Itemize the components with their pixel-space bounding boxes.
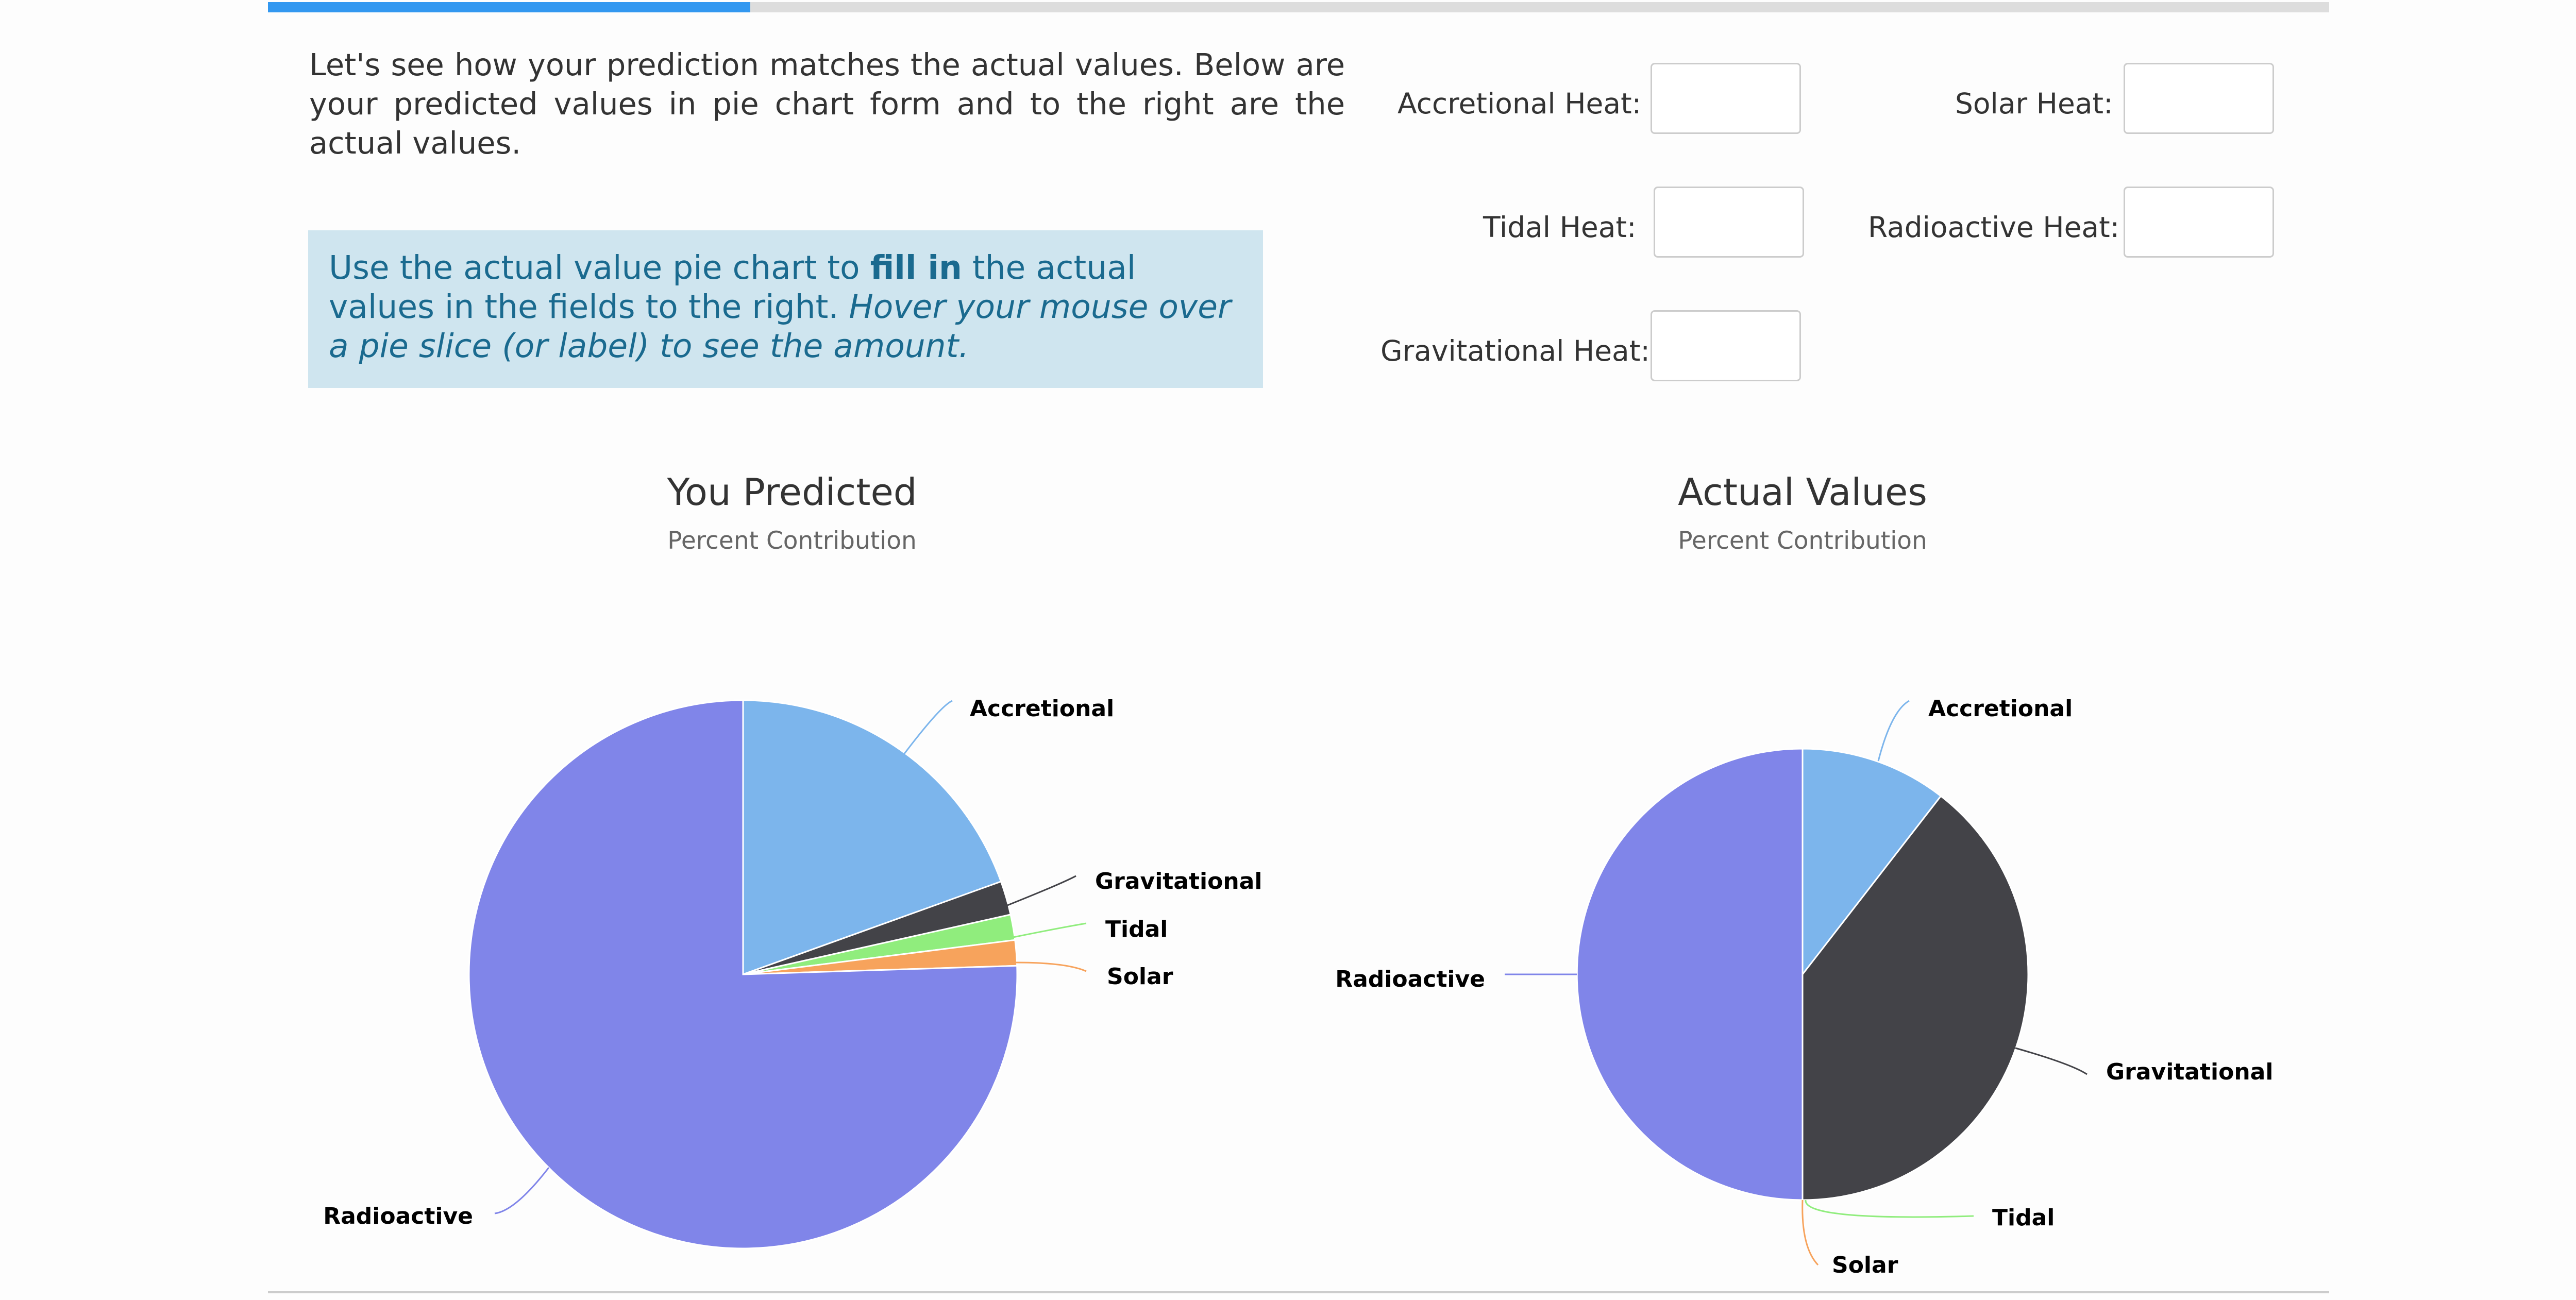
hint-text-bold: fill in <box>870 249 962 286</box>
intro-text: Let's see how your prediction matches th… <box>309 47 1345 161</box>
tidal-heat-label: Tidal Heat: <box>1483 211 1637 244</box>
actual-label-radioactive[interactable]: Radioactive <box>1335 966 1485 992</box>
actual-slice-accretional[interactable] <box>1801 748 1942 977</box>
predicted-connector-solar <box>1016 961 1087 972</box>
predicted-label-solar[interactable]: Solar <box>1107 964 1173 990</box>
predicted-label-tidal[interactable]: Tidal <box>1105 916 1168 942</box>
predicted-label-gravitational[interactable]: Gravitational <box>1095 868 1262 894</box>
hint-text-1: Use the actual value pie chart to <box>329 249 870 286</box>
accretional-heat-label: Accretional Heat: <box>1398 87 1642 120</box>
predicted-connector-tidal <box>1013 922 1087 938</box>
predicted-chart-title: You Predicted <box>667 470 917 514</box>
actual-connector-accretional <box>1877 700 1910 762</box>
hint-box: Use the actual value pie chart to fill i… <box>308 230 1263 388</box>
predicted-connector-gravitational <box>1007 875 1076 906</box>
actual-label-tidal[interactable]: Tidal <box>1992 1205 2055 1231</box>
gravitational-heat-label: Gravitational Heat: <box>1380 334 1650 367</box>
actual-connector-gravitational <box>2015 1047 2087 1075</box>
accretional-heat-input[interactable] <box>1651 63 1801 134</box>
actual-label-gravitational[interactable]: Gravitational <box>2106 1059 2273 1085</box>
progress-bar <box>268 2 2329 12</box>
solar-heat-input[interactable] <box>2124 63 2274 134</box>
bottom-divider <box>268 1291 2329 1293</box>
radioactive-heat-label: Radioactive Heat: <box>1868 211 2120 244</box>
actual-slice-radioactive[interactable] <box>1576 748 1804 1201</box>
actual-connector-solar <box>1801 1200 1819 1266</box>
tidal-heat-input[interactable] <box>1654 187 1804 258</box>
hint-text-italic: Hover your mouse over a pie slice (or la… <box>329 288 1231 365</box>
predicted-chart-subtitle: Percent Contribution <box>667 527 917 555</box>
predicted-connector-accretional <box>901 700 953 757</box>
actual-chart-title: Actual Values <box>1678 470 1927 514</box>
predicted-label-radioactive[interactable]: Radioactive <box>323 1203 473 1229</box>
hint-text-2: the actual values in the fields to the r… <box>329 249 1136 326</box>
predicted-connector-radioactive <box>494 1167 550 1214</box>
predicted-label-accretional[interactable]: Accretional <box>970 696 1114 722</box>
predicted-slice-radioactive[interactable] <box>468 699 1018 1250</box>
gravitational-heat-input[interactable] <box>1651 310 1801 381</box>
actual-label-accretional[interactable]: Accretional <box>1928 696 2073 722</box>
actual-connector-tidal <box>1805 1200 1974 1218</box>
actual-chart-subtitle: Percent Contribution <box>1678 527 1927 555</box>
actual-label-solar[interactable]: Solar <box>1832 1252 1898 1278</box>
radioactive-heat-input[interactable] <box>2124 187 2274 258</box>
predicted-slice-accretional[interactable] <box>742 699 1002 976</box>
solar-heat-label: Solar Heat: <box>1955 87 2113 120</box>
progress-bar-fill <box>268 2 750 12</box>
